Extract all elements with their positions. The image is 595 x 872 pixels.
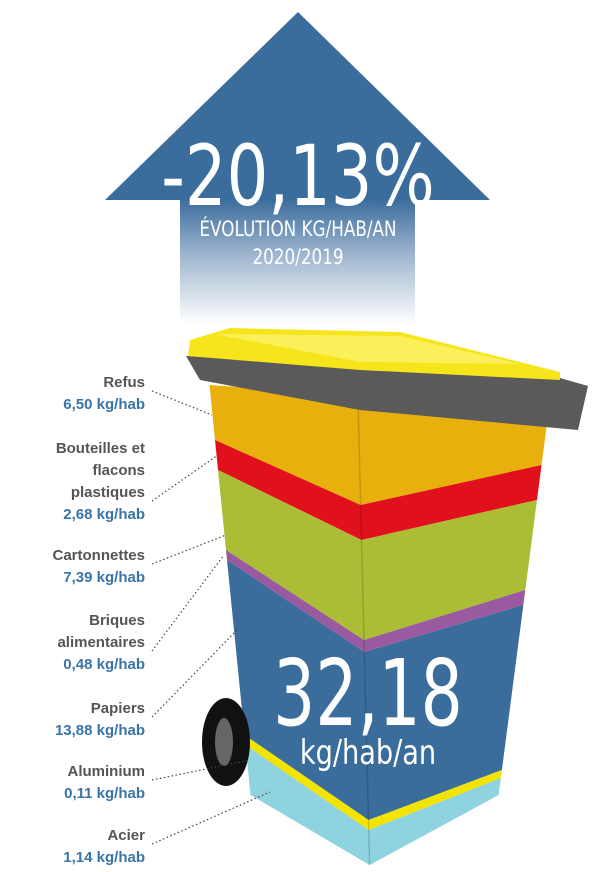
evolution-period: 2020/2019 [252,245,343,269]
item-name: Bouteilles et [56,440,145,457]
bin-layer [245,745,501,865]
labels: Refus 6,50 kg/hab Bouteilles et flacons plas… [52,374,271,866]
item-value: 13,88 kg/hab [55,722,145,739]
leader-line [151,534,227,565]
bin-layer [218,470,537,640]
item-value: 0,48 kg/hab [63,656,145,673]
item-value: 2,68 kg/hab [63,506,145,523]
item-value: 1,14 kg/hab [63,849,145,866]
evolution-label: ÉVOLUTION KG/HAB/AN [199,216,396,241]
leader-line [151,791,271,845]
item-name: Refus [103,374,145,391]
leader-line [151,390,213,416]
item-name: Cartonnettes [52,547,145,564]
item-value: 0,11 kg/hab [64,785,145,802]
bin [186,328,588,866]
item-value: 6,50 kg/hab [63,396,145,413]
item-name: alimentaires [57,634,145,651]
arrow [105,12,490,324]
total-unit: kg/hab/an [300,733,436,773]
wheel-hub [215,718,233,766]
evolution-value: -20,13% [161,127,434,225]
leader-line [151,759,251,781]
item-value: 7,39 kg/hab [63,569,145,586]
bin-layer [226,550,526,652]
bin-layer [227,560,524,820]
leader-line [151,629,238,718]
item-name: Acier [107,827,145,844]
bin-layer [215,440,542,540]
item-name: Papiers [91,700,145,717]
item-name: plastiques [71,484,145,501]
bin-lid-top [215,334,520,364]
item-name: Briques [89,612,145,629]
leader-line [151,554,225,652]
item-name: Aluminium [68,763,146,780]
total-value: 32,18 [273,640,463,747]
leader-line [151,454,219,502]
item-name: flacons [92,462,145,479]
bin-edge [357,399,371,866]
